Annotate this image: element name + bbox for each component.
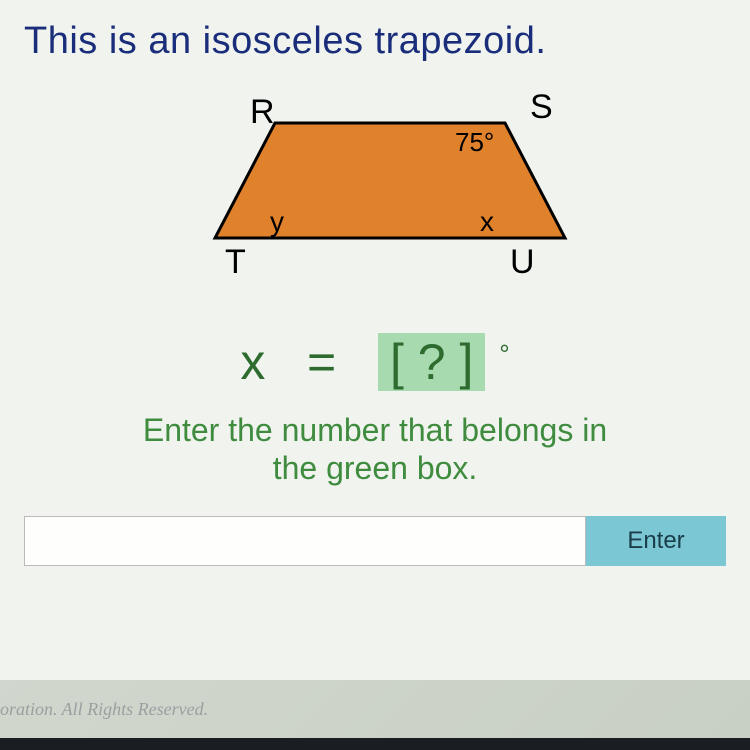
equation-row: x = [ ? ] °	[0, 333, 750, 391]
enter-button[interactable]: Enter	[586, 516, 726, 566]
instruction-line2: the green box.	[0, 449, 750, 487]
answer-input-row: Enter	[24, 516, 726, 566]
equation-eq: =	[307, 334, 336, 390]
answer-box: [ ? ]	[378, 333, 485, 391]
angle-S-label: 75°	[455, 127, 494, 157]
problem-title: This is an isosceles trapezoid.	[0, 10, 750, 73]
trapezoid-shape	[215, 123, 565, 238]
equation-lhs: x	[240, 334, 265, 390]
answer-input[interactable]	[24, 516, 586, 566]
footer-text: oration. All Rights Reserved.	[0, 699, 208, 720]
vertex-U: U	[510, 243, 535, 281]
degree-symbol: °	[499, 339, 509, 369]
instruction-text: Enter the number that belongs in the gre…	[0, 411, 750, 488]
vertex-T: T	[225, 243, 246, 281]
angle-x-label: x	[480, 206, 494, 237]
vertex-R: R	[250, 93, 275, 131]
vertex-S: S	[530, 88, 553, 126]
screen-background: This is an isosceles trapezoid. R S T U …	[0, 0, 750, 750]
instruction-line1: Enter the number that belongs in	[0, 411, 750, 449]
angle-y-label: y	[270, 206, 284, 237]
taskbar	[0, 738, 750, 750]
content-panel: This is an isosceles trapezoid. R S T U …	[0, 0, 750, 680]
trapezoid-diagram: R S T U 75° y x	[0, 73, 750, 303]
